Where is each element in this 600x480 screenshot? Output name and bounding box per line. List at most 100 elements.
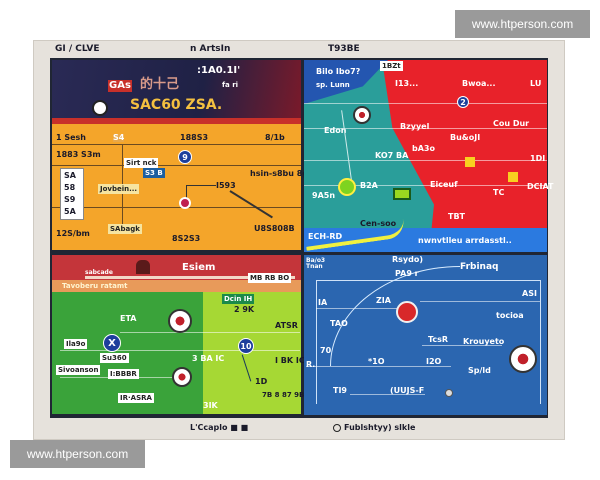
player-badge: X xyxy=(103,334,121,352)
header-left: GI / CLVE xyxy=(55,44,100,54)
ball-icon xyxy=(172,367,192,387)
row-label: 1883 S3m xyxy=(56,150,101,159)
footer-left: L'Ccaplo ■ ■ xyxy=(190,423,249,432)
bl-title: Esiem xyxy=(182,262,216,273)
ball-icon xyxy=(445,389,453,397)
watermark-text: www.htperson.com xyxy=(26,447,129,461)
marker-icon xyxy=(508,172,518,182)
label: TC xyxy=(493,188,505,197)
tag: 1BZt xyxy=(380,61,403,71)
tag: MB RB BO xyxy=(248,273,292,283)
tag: Dcin IH xyxy=(222,294,255,304)
label: 2 9K xyxy=(234,305,255,314)
blue-strip xyxy=(304,228,547,252)
label: ETA xyxy=(120,314,137,323)
side-list: SA 58 S9 5A xyxy=(60,168,84,220)
row-label: 8/1b xyxy=(265,133,285,142)
label: Frbinaq xyxy=(460,262,499,272)
label: Bu&oJI xyxy=(450,133,481,142)
ball-icon xyxy=(168,309,192,333)
label: Bzyyel xyxy=(400,122,430,131)
label: 9A5n xyxy=(312,191,336,200)
label: ZIA xyxy=(376,296,391,305)
tag: Su360 xyxy=(100,353,129,363)
label: sp. Lunn xyxy=(316,81,350,89)
player-badge: 9 xyxy=(178,150,192,164)
label: Bwoa... xyxy=(462,79,496,88)
tag: Ila9o xyxy=(64,339,88,349)
watermark-text: www.htperson.com xyxy=(471,17,574,31)
tag: Jovbein... xyxy=(98,184,140,194)
player-badge: 10 xyxy=(238,338,254,354)
banner-time: :1A0.1I' xyxy=(197,65,241,76)
header-center: n ArtsIn xyxy=(190,44,231,54)
label: I13... xyxy=(395,79,419,88)
tag: Sirt nck xyxy=(124,158,159,168)
row-label: 1 Sesh xyxy=(56,133,86,142)
label: Bilo Ibo7? xyxy=(316,67,361,76)
tag: S3 B xyxy=(143,168,165,178)
label: ATSR xyxy=(275,321,298,330)
label: I593 xyxy=(216,181,236,190)
label: 12S/bm xyxy=(56,229,90,238)
label: B2A xyxy=(360,181,378,190)
label: 3IK xyxy=(203,401,218,410)
label: Krouyeto xyxy=(463,337,505,346)
label: TcsR xyxy=(428,335,449,344)
tag: IR·ASRA xyxy=(118,393,154,403)
label: 1D xyxy=(255,377,268,386)
player-icon xyxy=(136,260,150,274)
label: bA3o xyxy=(412,144,435,153)
label: hsin-s8bu 8g8bu xyxy=(250,169,326,178)
label: (UUJS-F xyxy=(390,386,425,395)
row-label: 188S3 xyxy=(180,133,209,142)
label: 70 xyxy=(320,346,332,355)
banner-stripe xyxy=(52,118,301,124)
player-marker xyxy=(396,301,418,323)
side-list-item: S9 xyxy=(64,195,76,204)
header-right: T93BE xyxy=(328,44,360,54)
label: I2O xyxy=(426,357,442,366)
label: 1DI xyxy=(530,154,546,163)
lime-field xyxy=(203,292,301,414)
banner-sub: fa ri xyxy=(222,81,239,89)
label: R. xyxy=(306,360,316,369)
label: 8S2S3 xyxy=(172,234,201,243)
banner-title: SAC60 ZSA. xyxy=(130,97,223,113)
label: ASI xyxy=(522,289,537,298)
label: TBT xyxy=(448,212,466,221)
label: DCIAT xyxy=(527,182,554,191)
label: Cen-soo xyxy=(360,219,397,228)
player-badge: 2 xyxy=(457,96,469,108)
label: Edon xyxy=(324,126,347,135)
tag: Sivoanson xyxy=(56,365,101,375)
ball-icon xyxy=(353,106,371,124)
watermark-top: www.htperson.com xyxy=(455,10,590,38)
label: KO7 BA xyxy=(375,151,409,160)
bl-strip-text: Tavoberu ratamt xyxy=(62,282,128,290)
label: IA xyxy=(318,298,328,307)
label: Cou Dur xyxy=(493,119,530,128)
radio-icon[interactable] xyxy=(333,424,341,432)
ball-marker xyxy=(338,178,356,196)
label: U8S808B xyxy=(254,224,295,233)
orange-panel xyxy=(52,124,301,250)
tag: SAbagk xyxy=(108,224,142,234)
banner-title-cjk: 的十己 xyxy=(140,77,180,92)
label: ECH-RD xyxy=(308,232,343,241)
label: *1O xyxy=(368,357,385,366)
goal-marker xyxy=(393,188,411,200)
label: Ba/o3 Tnan xyxy=(306,257,326,270)
label: I BK IC xyxy=(275,356,305,365)
footer-right: Fublshtyy) slkle xyxy=(344,423,416,432)
label: PA9 r xyxy=(395,269,419,278)
label: Eiceuf xyxy=(430,180,458,189)
bl-left-bar: sabcade xyxy=(85,269,113,276)
label: TAO xyxy=(330,319,348,328)
side-list-item: 5A xyxy=(64,207,76,216)
watermark-bottom: www.htperson.com xyxy=(10,440,145,468)
tag: I:BBBR xyxy=(108,369,139,379)
player-marker xyxy=(179,197,191,209)
row-label: S4 xyxy=(113,133,125,142)
label: TI9 xyxy=(333,386,347,395)
